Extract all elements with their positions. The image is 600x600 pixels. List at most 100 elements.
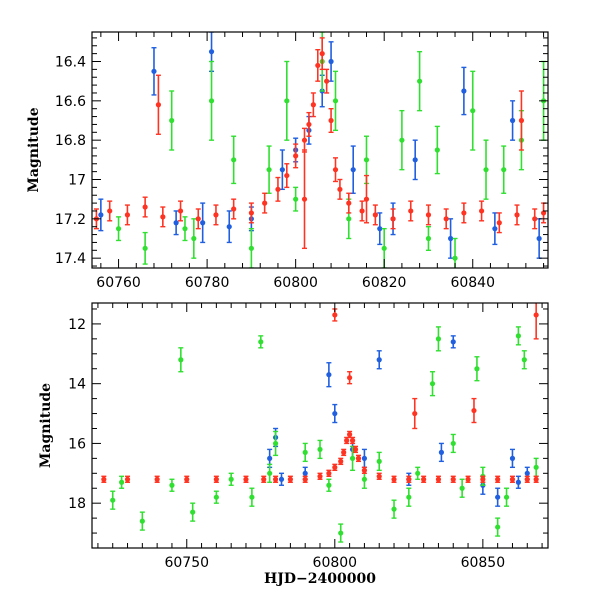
data-point	[139, 518, 145, 524]
data-point	[293, 196, 299, 202]
data-point	[450, 440, 456, 447]
series-1	[110, 326, 539, 543]
data-point	[346, 200, 352, 206]
data-point	[332, 167, 339, 173]
data-point	[324, 78, 330, 84]
series-2	[101, 303, 539, 483]
data-point	[110, 497, 116, 503]
data-point	[142, 204, 148, 210]
data-point	[381, 245, 387, 251]
data-point	[421, 476, 427, 482]
data-point	[306, 121, 312, 128]
data-point	[169, 117, 175, 124]
data-point	[509, 476, 516, 482]
data-point	[346, 216, 352, 222]
data-point	[195, 216, 201, 222]
data-point	[98, 212, 104, 218]
data-point	[352, 446, 359, 453]
y-tick-label: 16.4	[55, 55, 86, 71]
data-point	[302, 476, 308, 482]
data-point	[377, 226, 383, 232]
data-point	[107, 208, 113, 214]
data-point	[231, 157, 237, 163]
data-point	[226, 224, 232, 230]
data-point	[337, 186, 343, 192]
x-tick-label: 60800	[313, 555, 358, 571]
data-point	[518, 117, 525, 124]
data-point	[341, 449, 347, 455]
y-tick-label: 16	[68, 436, 86, 452]
data-point	[443, 216, 449, 222]
data-point	[272, 476, 279, 482]
data-point	[350, 167, 356, 173]
data-point	[359, 208, 365, 214]
data-point	[328, 58, 334, 65]
data-point	[326, 482, 332, 488]
x-tick-label: 60780	[185, 275, 230, 291]
data-point	[429, 381, 436, 387]
data-point	[435, 336, 442, 342]
data-point	[317, 446, 323, 453]
data-point	[182, 226, 188, 232]
data-point	[279, 167, 285, 173]
data-point	[425, 212, 432, 218]
data-point	[332, 464, 338, 470]
data-point	[243, 476, 249, 482]
data-point	[408, 208, 414, 214]
data-point	[495, 524, 501, 530]
data-point	[450, 476, 456, 482]
data-point	[361, 476, 368, 482]
data-point	[266, 167, 272, 173]
data-point	[521, 357, 527, 363]
data-point	[406, 476, 412, 482]
y-tick-label: 17.4	[55, 251, 86, 267]
data-point	[258, 339, 264, 345]
data-point	[372, 212, 378, 218]
data-point	[284, 98, 290, 104]
y-tick-label: 12	[68, 317, 86, 333]
data-point	[293, 153, 299, 159]
data-point	[533, 312, 539, 318]
data-point	[438, 449, 445, 455]
y-axis-label: Magnitude	[26, 107, 42, 192]
data-point	[434, 147, 440, 153]
data-point	[302, 449, 308, 455]
data-point	[524, 476, 530, 482]
data-point	[275, 186, 281, 192]
data-point	[124, 212, 131, 218]
data-point	[406, 494, 412, 500]
y-tick-label: 16.6	[55, 94, 86, 110]
data-point	[412, 410, 418, 417]
data-point	[208, 98, 215, 104]
plot-area	[93, 32, 547, 268]
data-point	[470, 108, 476, 114]
data-point	[478, 208, 485, 214]
y-tick-label: 14	[68, 377, 86, 393]
data-point	[101, 476, 107, 482]
data-point	[533, 464, 539, 470]
data-point	[495, 494, 501, 500]
data-point	[142, 245, 148, 251]
data-point	[509, 455, 516, 461]
data-point	[461, 88, 467, 94]
top-panel: 60760 60780 60800 60820 60840 16.4 16.6 16.8 17 1…	[26, 31, 549, 291]
y-tick-label: 18	[68, 496, 86, 512]
data-point	[302, 470, 308, 476]
data-point	[284, 172, 290, 179]
y-axis-label: Magnitude	[38, 383, 54, 468]
data-point	[151, 68, 157, 74]
data-point	[425, 235, 432, 242]
data-point	[496, 220, 502, 226]
data-point	[169, 482, 175, 488]
x-tick-label: 60760	[96, 275, 141, 291]
data-point	[391, 506, 397, 512]
data-point	[267, 455, 273, 461]
data-point	[474, 366, 480, 372]
data-point	[213, 212, 219, 218]
data-point	[115, 226, 122, 232]
data-point	[301, 137, 308, 143]
data-point	[262, 200, 268, 206]
data-point	[483, 167, 489, 173]
data-point	[332, 410, 338, 417]
